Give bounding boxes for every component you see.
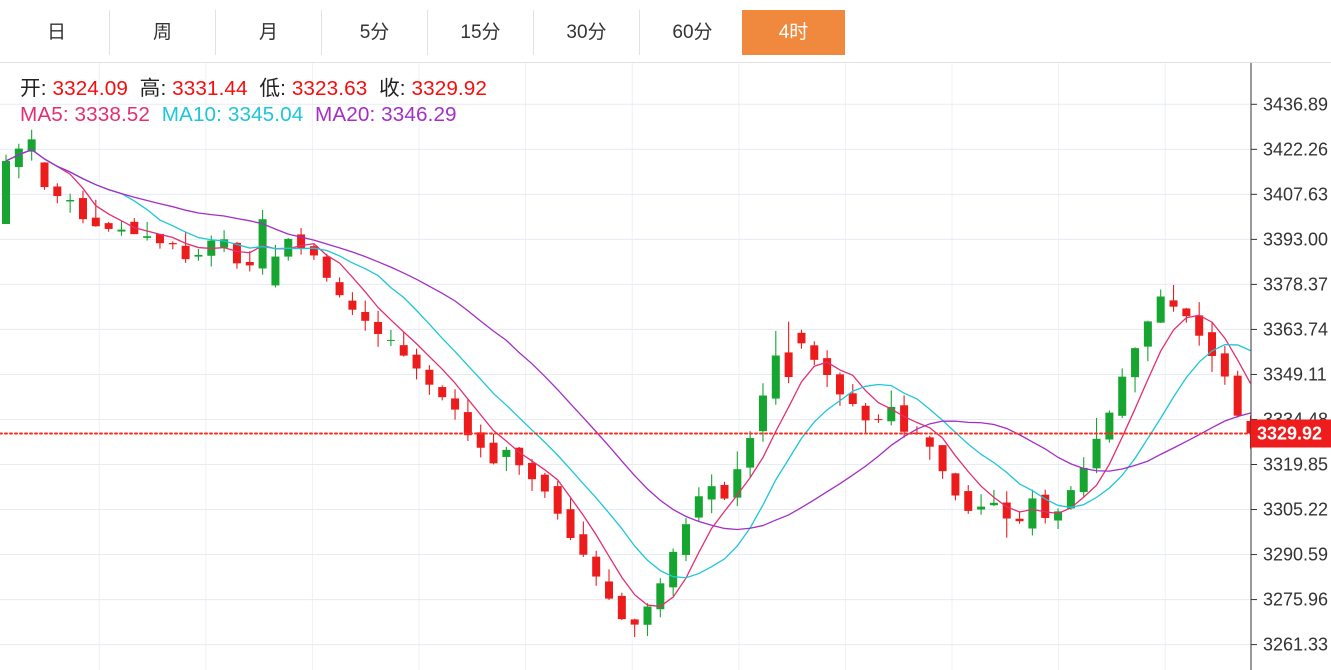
svg-text:3319.85: 3319.85 bbox=[1263, 455, 1328, 475]
svg-text:3363.74: 3363.74 bbox=[1263, 319, 1328, 339]
svg-text:3436.89: 3436.89 bbox=[1263, 94, 1328, 114]
svg-text:3329.92: 3329.92 bbox=[1257, 424, 1322, 444]
svg-text:3422.26: 3422.26 bbox=[1263, 139, 1328, 159]
svg-text:3275.96: 3275.96 bbox=[1263, 590, 1328, 610]
svg-text:3349.11: 3349.11 bbox=[1263, 364, 1327, 384]
svg-text:3378.37: 3378.37 bbox=[1263, 274, 1328, 294]
svg-text:3393.00: 3393.00 bbox=[1263, 229, 1328, 249]
svg-text:3407.63: 3407.63 bbox=[1263, 184, 1328, 204]
svg-text:3261.33: 3261.33 bbox=[1263, 635, 1328, 655]
svg-text:3305.22: 3305.22 bbox=[1263, 500, 1328, 520]
svg-text:3290.59: 3290.59 bbox=[1263, 545, 1328, 565]
